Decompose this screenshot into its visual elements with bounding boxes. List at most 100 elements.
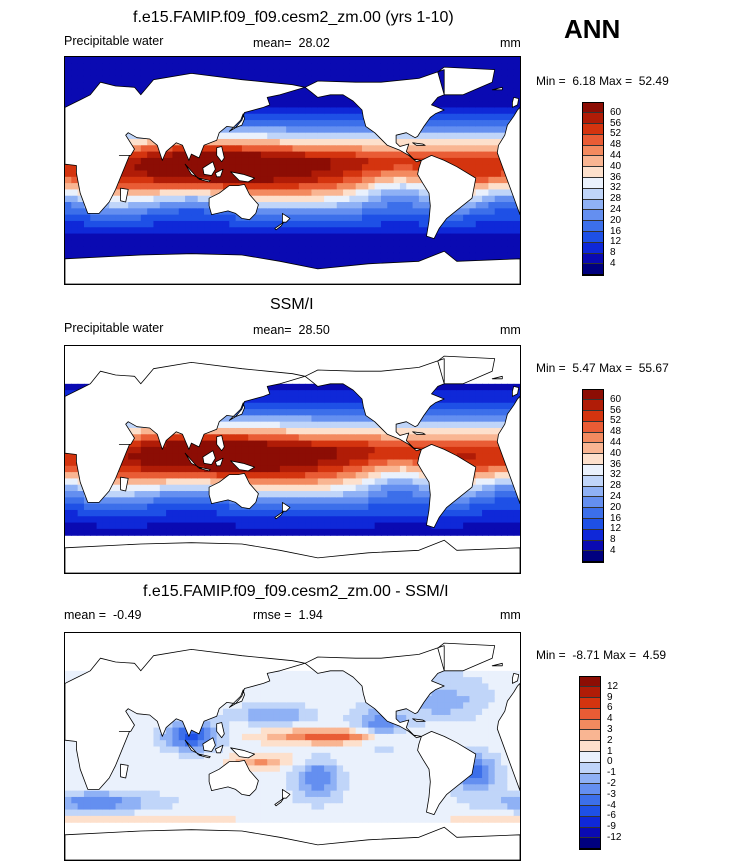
map-cell bbox=[488, 383, 496, 391]
map-cell bbox=[450, 246, 458, 254]
map-cell bbox=[368, 258, 376, 266]
map-cell bbox=[507, 107, 515, 115]
map-cell bbox=[65, 746, 72, 754]
map-cell bbox=[172, 214, 180, 222]
map-cell bbox=[317, 478, 325, 486]
map-cell bbox=[450, 509, 458, 517]
map-cell bbox=[77, 670, 85, 678]
map-cell bbox=[488, 421, 496, 429]
map-cell bbox=[128, 421, 136, 429]
map-cell bbox=[507, 75, 515, 83]
map-cell bbox=[324, 208, 332, 216]
map-cell bbox=[216, 138, 224, 146]
map-cell bbox=[374, 258, 382, 266]
map-cell bbox=[147, 714, 155, 722]
map-cell bbox=[494, 233, 502, 241]
map-cell bbox=[482, 390, 489, 398]
map-cell bbox=[178, 227, 186, 235]
colorbar-tick-label: 28 bbox=[610, 193, 622, 205]
map-cell bbox=[475, 383, 483, 391]
map-cell bbox=[279, 57, 287, 64]
map-cell bbox=[317, 157, 325, 165]
colorbar-swatch bbox=[582, 497, 604, 509]
map-cell bbox=[311, 446, 319, 454]
map-cell bbox=[425, 57, 433, 64]
map-cell bbox=[343, 138, 350, 146]
map-cell bbox=[507, 233, 515, 241]
map-cell bbox=[153, 516, 161, 524]
map-cell bbox=[83, 246, 91, 254]
map-cell bbox=[336, 220, 344, 228]
map-cell bbox=[77, 233, 85, 241]
map-cell bbox=[115, 815, 123, 823]
map-cell bbox=[406, 57, 414, 64]
map-cell bbox=[330, 459, 338, 467]
map-cell bbox=[166, 233, 174, 241]
map-cell bbox=[349, 258, 357, 266]
map-cell bbox=[65, 69, 72, 77]
map-cell bbox=[254, 446, 262, 454]
map-cell bbox=[153, 721, 161, 729]
map-cell bbox=[178, 815, 186, 823]
map-cell bbox=[292, 472, 300, 480]
map-cell bbox=[362, 164, 369, 172]
map-cell bbox=[279, 427, 287, 435]
map-cell bbox=[71, 491, 79, 498]
map-cell bbox=[343, 151, 350, 159]
map-cell bbox=[77, 790, 85, 798]
map-cell bbox=[204, 472, 211, 480]
map-cell bbox=[399, 503, 407, 511]
map-cell bbox=[235, 427, 243, 435]
map-cell bbox=[241, 69, 249, 77]
map-cell bbox=[248, 415, 256, 423]
map-cell bbox=[197, 784, 205, 792]
map-cell bbox=[406, 233, 414, 241]
map-cell bbox=[292, 195, 300, 203]
map-cell bbox=[153, 446, 161, 454]
panel2-mean-label: mean= bbox=[253, 323, 292, 337]
map-cell bbox=[406, 214, 414, 222]
map-cell bbox=[204, 220, 211, 228]
map-cell bbox=[178, 63, 186, 71]
map-cell bbox=[418, 214, 426, 222]
map-cell bbox=[380, 151, 388, 159]
map-cell bbox=[298, 522, 306, 530]
map-cell bbox=[197, 246, 205, 254]
map-cell bbox=[469, 383, 477, 391]
map-cell bbox=[153, 434, 161, 442]
map-cell bbox=[115, 759, 123, 767]
map-cell bbox=[456, 446, 464, 454]
map-cell bbox=[102, 75, 110, 83]
map-cell bbox=[349, 522, 357, 530]
map-cell bbox=[121, 239, 129, 247]
map-cell bbox=[380, 145, 388, 153]
map-cell bbox=[412, 239, 420, 247]
map-cell bbox=[463, 239, 471, 247]
map-cell bbox=[286, 239, 294, 247]
map-cell bbox=[507, 113, 515, 121]
map-cell bbox=[65, 670, 72, 678]
map-cell bbox=[286, 132, 294, 140]
map-cell bbox=[191, 803, 199, 811]
map-cell bbox=[260, 120, 268, 127]
map-cell bbox=[387, 440, 395, 448]
map-cell bbox=[191, 778, 199, 785]
map-cell bbox=[178, 69, 186, 77]
map-cell bbox=[273, 170, 281, 178]
map-cell bbox=[178, 151, 186, 159]
map-cell bbox=[488, 491, 496, 498]
map-cell bbox=[336, 189, 344, 197]
map-cell bbox=[349, 183, 357, 191]
map-cell bbox=[134, 227, 142, 235]
map-cell bbox=[482, 472, 489, 480]
map-cell bbox=[336, 183, 344, 191]
map-cell bbox=[254, 434, 262, 442]
map-cell bbox=[260, 421, 268, 429]
map-cell bbox=[153, 164, 161, 172]
map-cell bbox=[374, 145, 382, 153]
map-cell bbox=[507, 491, 515, 498]
map-cell bbox=[292, 402, 300, 410]
map-cell bbox=[412, 63, 420, 71]
map-cell bbox=[501, 465, 508, 473]
map-cell bbox=[305, 164, 313, 172]
